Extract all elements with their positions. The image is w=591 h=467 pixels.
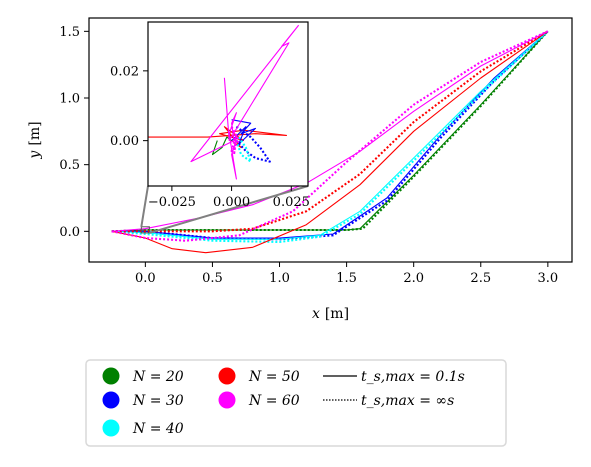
x-tick-label: 3.0 xyxy=(538,271,559,286)
y-axis-unit: [m] xyxy=(27,121,43,145)
x-tick-label: 0.5 xyxy=(202,271,223,286)
series-line xyxy=(235,125,271,163)
x-tick-label: 1.0 xyxy=(269,271,290,286)
series-line xyxy=(111,30,549,254)
series-line xyxy=(111,30,549,239)
main-plot-frame xyxy=(88,17,573,263)
x-tick-label: 2.0 xyxy=(403,271,424,286)
inset-plot-lines xyxy=(148,24,299,180)
inset-plot-frame xyxy=(147,21,309,187)
y-tick-label: 1.5 xyxy=(59,25,80,40)
legend: N = 20 N = 30 N = 40 N = 50 N = 60 t_s,max = … xyxy=(102,367,465,437)
inset-x-tick-label: 0.025 xyxy=(273,195,310,210)
series-line xyxy=(190,24,299,180)
inset-background xyxy=(148,22,308,186)
x-tick-label: 0.0 xyxy=(135,271,156,286)
inset-x-tick-label: −0.025 xyxy=(148,195,196,210)
legend-label: N = 20 xyxy=(132,369,184,385)
series-line xyxy=(231,119,257,145)
y-axis-var: y xyxy=(27,150,43,160)
y-tick-label: 0.5 xyxy=(59,158,80,173)
y-axis-label: y [m] xyxy=(27,121,43,159)
legend-label: N = 50 xyxy=(248,369,300,385)
legend-marker xyxy=(102,419,120,437)
legend-marker xyxy=(218,367,236,385)
y-tick-label: 0.0 xyxy=(59,225,80,240)
legend-label: N = 60 xyxy=(248,393,300,409)
inset-connector-line xyxy=(140,185,149,227)
series-line xyxy=(230,126,240,156)
x-tick-label: 2.5 xyxy=(470,271,491,286)
inset-y-tick-label: 0.00 xyxy=(110,134,139,149)
x-tick-label: 1.5 xyxy=(336,271,357,286)
y-tick-label: 1.0 xyxy=(59,92,80,107)
legend-label: N = 30 xyxy=(132,393,184,409)
series-line xyxy=(111,30,549,242)
legend-label: t_s,max = 0.1s xyxy=(361,369,465,385)
legend-marker xyxy=(218,391,236,409)
legend-marker xyxy=(102,391,120,409)
legend-box xyxy=(85,359,507,447)
inset-x-tick-label: 0.000 xyxy=(213,195,250,210)
legend-label: N = 40 xyxy=(132,421,184,437)
legend-label: t_s,max = ∞s xyxy=(361,393,454,409)
x-axis-var: x xyxy=(312,306,320,322)
x-axis-label: x [m] xyxy=(312,306,349,322)
x-axis-unit: [m] xyxy=(325,306,349,322)
inset-connector-line xyxy=(149,185,309,234)
inset-y-tick-label: 0.02 xyxy=(110,64,139,79)
inset-zoom-region xyxy=(140,226,150,234)
series-line xyxy=(111,30,549,240)
series-line xyxy=(111,30,549,233)
inset-axis-ticks: −0.025 0.000 0.025 0.00 0.02 xyxy=(110,64,310,210)
series-line xyxy=(111,30,549,244)
series-line xyxy=(148,126,288,149)
series-line xyxy=(111,30,549,233)
main-axis-ticks: 0.0 0.5 1.0 1.5 2.0 2.5 3.0 0.0 0.5 1.0 1.5 xyxy=(59,25,558,286)
main-plot-lines xyxy=(111,30,549,254)
series-line xyxy=(235,136,252,163)
legend-marker xyxy=(102,367,120,385)
